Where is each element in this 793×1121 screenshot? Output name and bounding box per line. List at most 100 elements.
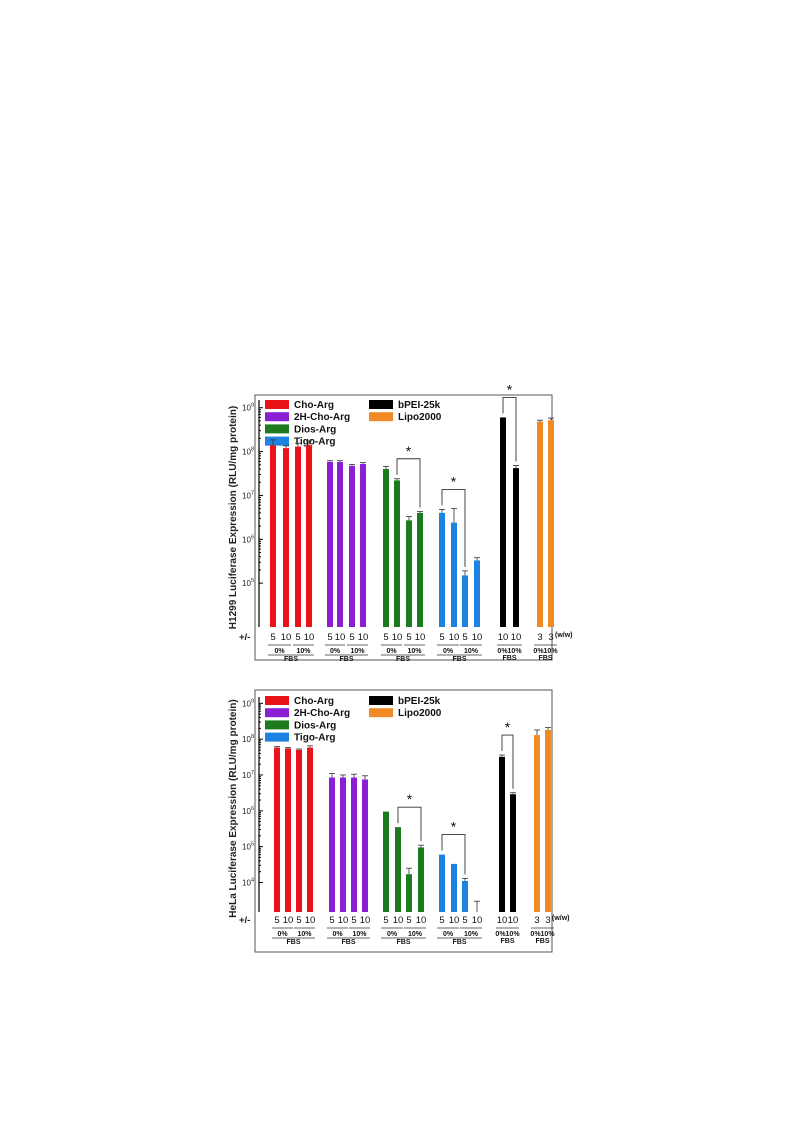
bar [545,729,551,912]
bar-group: 3 3 0%10%FBS [533,417,558,662]
fbs-percent-label: 10% [350,648,365,655]
y-tick-label: 108 [242,734,254,744]
ratio-prefix: +/- [239,915,250,926]
bar [283,448,289,627]
bar-group: 3 3 0%10%FBS [530,727,555,945]
fbs-label: FBS [284,656,298,663]
fbs-percent-label: 10% [407,648,422,655]
ratio-label: 10 [449,915,460,926]
bar [360,464,366,627]
y-tick-label: 106 [242,534,254,544]
bar [510,794,516,912]
y-tick-label: 105 [242,842,254,852]
ratio-label: 10 [415,632,426,643]
ratio-label: 10 [360,915,371,926]
bar [383,811,389,912]
legend-label: Cho-Arg [294,400,334,411]
fbs-label: FBS [340,656,354,663]
fbs-percent-label: 0% [386,648,397,655]
fbs-percent-label: 10% [464,648,479,655]
fbs-label: FBS [453,939,467,946]
ratio-label: 10 [472,632,483,643]
legend-label: Lipo2000 [398,412,442,423]
bar [329,777,335,912]
bar-group: 5 10 5 100% 10%FBS [325,460,369,663]
bar [462,575,468,627]
y-tick-label: 107 [242,490,254,500]
ratio-label: 5 [351,915,356,926]
ratio-label: 10 [511,632,522,643]
fbs-label: FBS [539,655,553,662]
fbs-label: FBS [287,939,301,946]
legend-label: Dios-Arg [294,424,336,435]
y-tick-label: 104 [242,877,254,887]
bar [417,512,423,627]
fbs-percent-label: 0% [274,648,285,655]
ratio-label: 5 [439,915,444,926]
significance-bracket [502,397,517,462]
legend-label: 2H-Cho-Arg [294,412,350,423]
bar [534,735,540,912]
legend-swatch [265,400,289,409]
bar-group: 5 10 5 100% 10%FBS [437,508,483,663]
y-axis-label: HeLa Luciferase Expression (RLU/mg prote… [228,699,239,917]
bar [285,748,291,912]
legend-label: Tigo-Arg [294,437,335,448]
legend-swatch [369,708,393,718]
significance-star: * [507,381,513,397]
ratio-label: 10 [393,915,404,926]
bar [351,777,357,912]
legend-swatch [265,696,289,705]
significance-bracket [501,734,514,789]
ratio-unit: (w/w) [555,632,573,639]
bar [500,417,506,627]
y-tick-label: 108 [242,447,254,457]
ratio-label: 10 [283,915,294,926]
ratio-label: 3 [537,632,542,643]
ratio-label: 5 [383,915,388,926]
legend-swatch [265,436,289,446]
fbs-percent-label: 10% [352,931,367,938]
legend-label: bPEI-25k [398,400,441,411]
ratio-label: 10 [497,915,508,926]
significance-bracket [397,806,422,842]
legend-label: Dios-Arg [294,720,336,731]
ratio-label: 5 [329,915,334,926]
bar [349,465,355,627]
fbs-percent-label: 0%10% [533,648,558,655]
ratio-label: 5 [439,632,444,643]
y-tick-label: 107 [242,770,254,780]
ratio-label: 10 [472,915,483,926]
bar [439,854,445,912]
bar-group: 5 10 5 100% 10%FBS [381,465,426,663]
ratio-label: 5 [295,632,300,643]
significance-star: * [451,819,457,835]
ratio-label: 3 [534,915,539,926]
ratio-label: 3 [545,915,550,926]
fbs-percent-label: 0% [330,648,341,655]
fbs-percent-label: 0% [387,931,398,938]
ratio-label: 10 [358,632,369,643]
ratio-label: 10 [449,632,460,643]
ratio-label: 5 [270,632,275,643]
ratio-label: 5 [349,632,354,643]
bar [362,779,368,912]
fbs-percent-label: 0% [443,931,454,938]
bar [548,420,554,627]
plot-frame [254,689,553,953]
y-tick-label: 109 [242,698,254,708]
bar [394,480,400,627]
ratio-label: 5 [406,632,411,643]
ratio-label: 10 [508,915,519,926]
significance-bracket [441,834,466,875]
significance-star: * [407,791,413,807]
fbs-label: FBS [536,938,550,945]
bar [296,749,302,912]
ratio-unit: (w/w) [552,915,570,922]
significance-star: * [505,719,511,735]
significance-star: * [406,443,412,459]
significance-bracket [396,458,421,508]
ratio-label: 10 [281,632,292,643]
ratio-label: 10 [338,915,349,926]
fbs-label: FBS [453,656,467,663]
